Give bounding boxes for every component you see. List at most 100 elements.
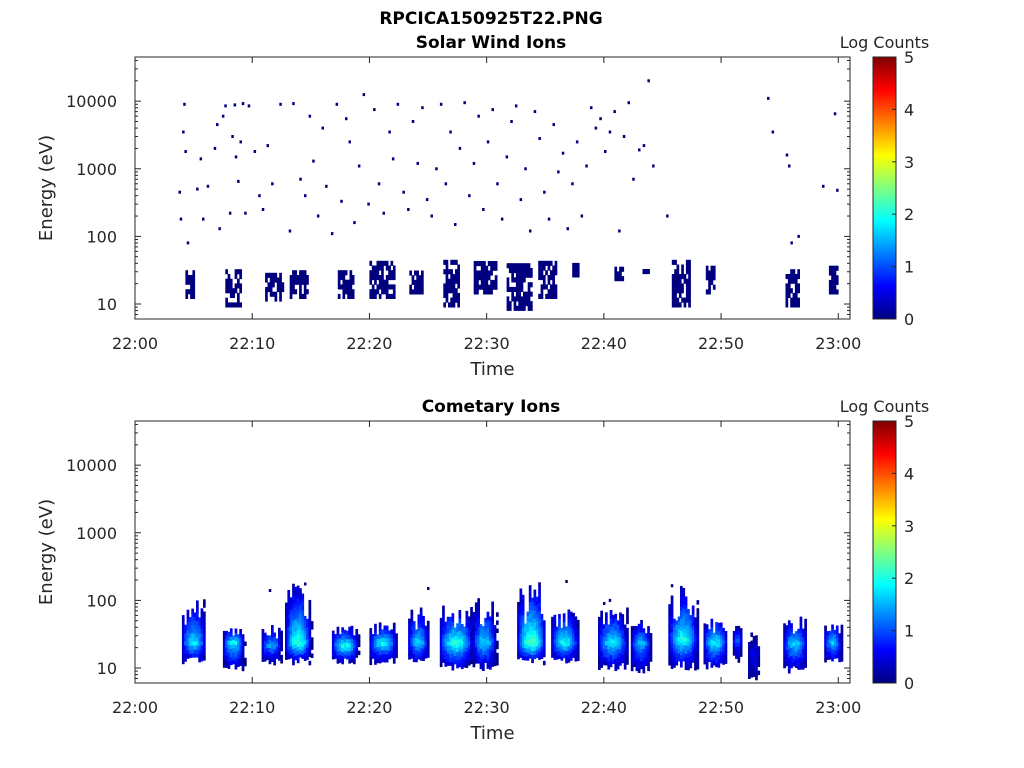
heatmap-cell (234, 661, 238, 666)
heatmap-cell (752, 636, 756, 641)
heatmap-cell (424, 641, 428, 647)
heatmap-cell (442, 646, 445, 651)
data-point (622, 135, 626, 138)
heatmap-cell (350, 642, 354, 647)
heatmap-cell (562, 625, 566, 630)
heatmap-cell (831, 652, 834, 658)
heatmap-cell (234, 636, 238, 642)
heatmap-cell (227, 631, 231, 637)
heatmap-cell (715, 650, 718, 655)
heatmap-cell (607, 624, 611, 629)
heatmap-cell (668, 636, 671, 642)
heatmap-cell (527, 268, 531, 274)
heatmap-cell (455, 292, 458, 298)
heatmap-cell (347, 279, 350, 285)
heatmap-cell (554, 260, 558, 266)
heatmap-cell (670, 644, 674, 649)
heatmap-cell (574, 632, 578, 638)
heatmap-cell (567, 646, 571, 651)
heatmap-cell (675, 657, 679, 662)
heatmap-cell (752, 660, 756, 665)
heatmap-cell (799, 640, 803, 646)
heatmap-cell (520, 282, 524, 288)
heatmap-cell (196, 600, 199, 605)
heatmap-cell (828, 638, 832, 644)
heatmap-cell (797, 641, 800, 646)
heatmap-cell (265, 291, 268, 297)
heatmap-cell (739, 636, 743, 641)
heatmap-cell (732, 643, 736, 648)
heatmap-cell (797, 657, 800, 662)
heatmap-cell (835, 641, 839, 647)
heatmap-cell (674, 297, 677, 303)
heatmap-cell (785, 302, 789, 308)
heatmap-cell (787, 665, 791, 670)
heatmap-cell (724, 631, 728, 636)
heatmap-cell (790, 623, 793, 628)
heatmap-cell (562, 621, 566, 626)
heatmap-cell (489, 636, 492, 642)
heatmap-cell (602, 624, 606, 629)
heatmap-cell (567, 625, 571, 631)
heatmap-cell (381, 645, 384, 651)
heatmap-cell (574, 636, 578, 642)
data-point (268, 589, 272, 592)
heatmap-cell (301, 650, 305, 655)
data-point (666, 214, 669, 218)
heatmap-cell (712, 652, 716, 658)
heatmap-cell (383, 658, 387, 663)
heatmap-cell (306, 631, 309, 636)
heatmap-cell (268, 655, 272, 661)
heatmap-cell (787, 278, 791, 284)
heatmap-cell (687, 641, 690, 646)
data-point (439, 102, 443, 106)
heatmap-cell (609, 646, 613, 651)
heatmap-cell (289, 275, 293, 281)
heatmap-cell (274, 296, 278, 302)
heatmap-cell (682, 600, 686, 605)
heatmap-cell (229, 656, 233, 662)
heatmap-cell (520, 277, 524, 283)
heatmap-cell (287, 606, 291, 611)
heatmap-cell (576, 272, 580, 278)
heatmap-cell (644, 645, 648, 650)
heatmap-cell (474, 634, 478, 640)
heatmap-cell (278, 631, 281, 637)
heatmap-cell (340, 270, 343, 276)
heatmap-cell (374, 265, 377, 271)
heatmap-cell (671, 283, 675, 289)
heatmap-cell (538, 590, 541, 595)
heatmap-cell (609, 634, 613, 639)
heatmap-cell (485, 275, 489, 281)
heatmap-cell (576, 656, 580, 661)
heatmap-cell (374, 640, 377, 645)
heatmap-cell (476, 279, 479, 285)
heatmap-cell (670, 660, 674, 665)
heatmap-cell (562, 613, 566, 618)
heatmap-cell (186, 617, 190, 623)
heatmap-cell (200, 608, 204, 613)
heatmap-cell (376, 634, 380, 639)
heatmap-cell (392, 265, 396, 271)
heatmap-cell (519, 612, 523, 618)
heatmap-cell (474, 610, 478, 615)
heatmap-cell (670, 623, 674, 629)
heatmap-cell (737, 638, 741, 643)
heatmap-cell (552, 293, 555, 299)
heatmap-cell (444, 638, 448, 643)
heatmap-cell (542, 644, 546, 650)
heatmap-cell (752, 652, 756, 657)
heatmap-cell (203, 627, 206, 633)
heatmap-cell (735, 650, 738, 655)
heatmap-cell (722, 652, 725, 657)
heatmap-cell (710, 655, 714, 660)
heatmap-cell (385, 637, 389, 643)
heatmap-cell (710, 639, 714, 644)
heatmap-cell (513, 301, 517, 307)
heatmap-cell (493, 649, 497, 654)
heatmap-cell (562, 629, 566, 634)
heatmap-cell (680, 634, 683, 640)
heatmap-cell (289, 279, 293, 285)
heatmap-cell (696, 656, 700, 662)
heatmap-cell (292, 591, 295, 597)
